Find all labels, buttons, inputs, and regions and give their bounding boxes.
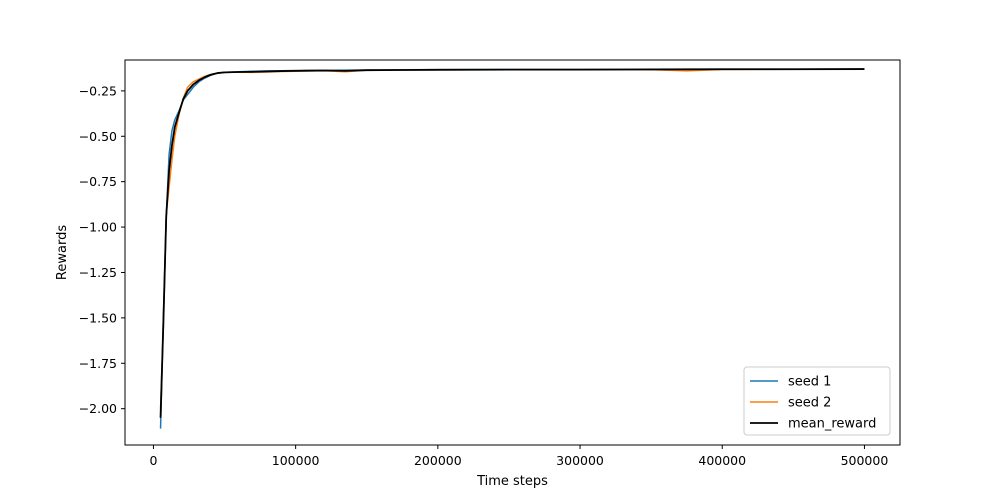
y-tick-label: −0.25: [79, 83, 117, 98]
y-tick-label: −1.75: [79, 356, 117, 371]
y-tick-label: −0.75: [79, 174, 117, 189]
series-lines: [159, 68, 865, 429]
plot-frame: [124, 59, 901, 446]
y-tick-label: −2.00: [79, 401, 117, 416]
x-tick-label: 300000: [556, 453, 604, 468]
x-tick-label: 100000: [272, 453, 320, 468]
legend-label-1: seed 1: [788, 375, 831, 390]
y-tick-label: −0.50: [79, 129, 117, 144]
y-tick-label: −1.50: [79, 310, 117, 325]
x-tick-label: 0: [149, 453, 157, 468]
y-tick-label: −1.25: [79, 265, 117, 280]
x-axis-label: Time steps: [476, 474, 548, 489]
series-line-2: [159, 68, 865, 409]
x-axis: 0 100000 200000 300000 400000 500000: [149, 445, 888, 468]
legend-box: [743, 366, 891, 436]
y-axis: −2.00 −1.75 −1.50 −1.25 −1.00 −0.75 −0.50 −0.25: [79, 83, 125, 416]
series-line-3: [159, 68, 865, 418]
legend-label-2: seed 2: [788, 396, 831, 411]
x-tick-label: 400000: [698, 453, 746, 468]
x-tick-label: 500000: [841, 453, 889, 468]
legend-label-3: mean_reward: [788, 417, 876, 432]
legend: seed 1 seed 2 mean_reward: [743, 366, 891, 436]
x-tick-label: 200000: [414, 453, 462, 468]
y-axis-label: Rewards: [55, 225, 70, 280]
y-tick-label: −1.00: [79, 220, 117, 235]
